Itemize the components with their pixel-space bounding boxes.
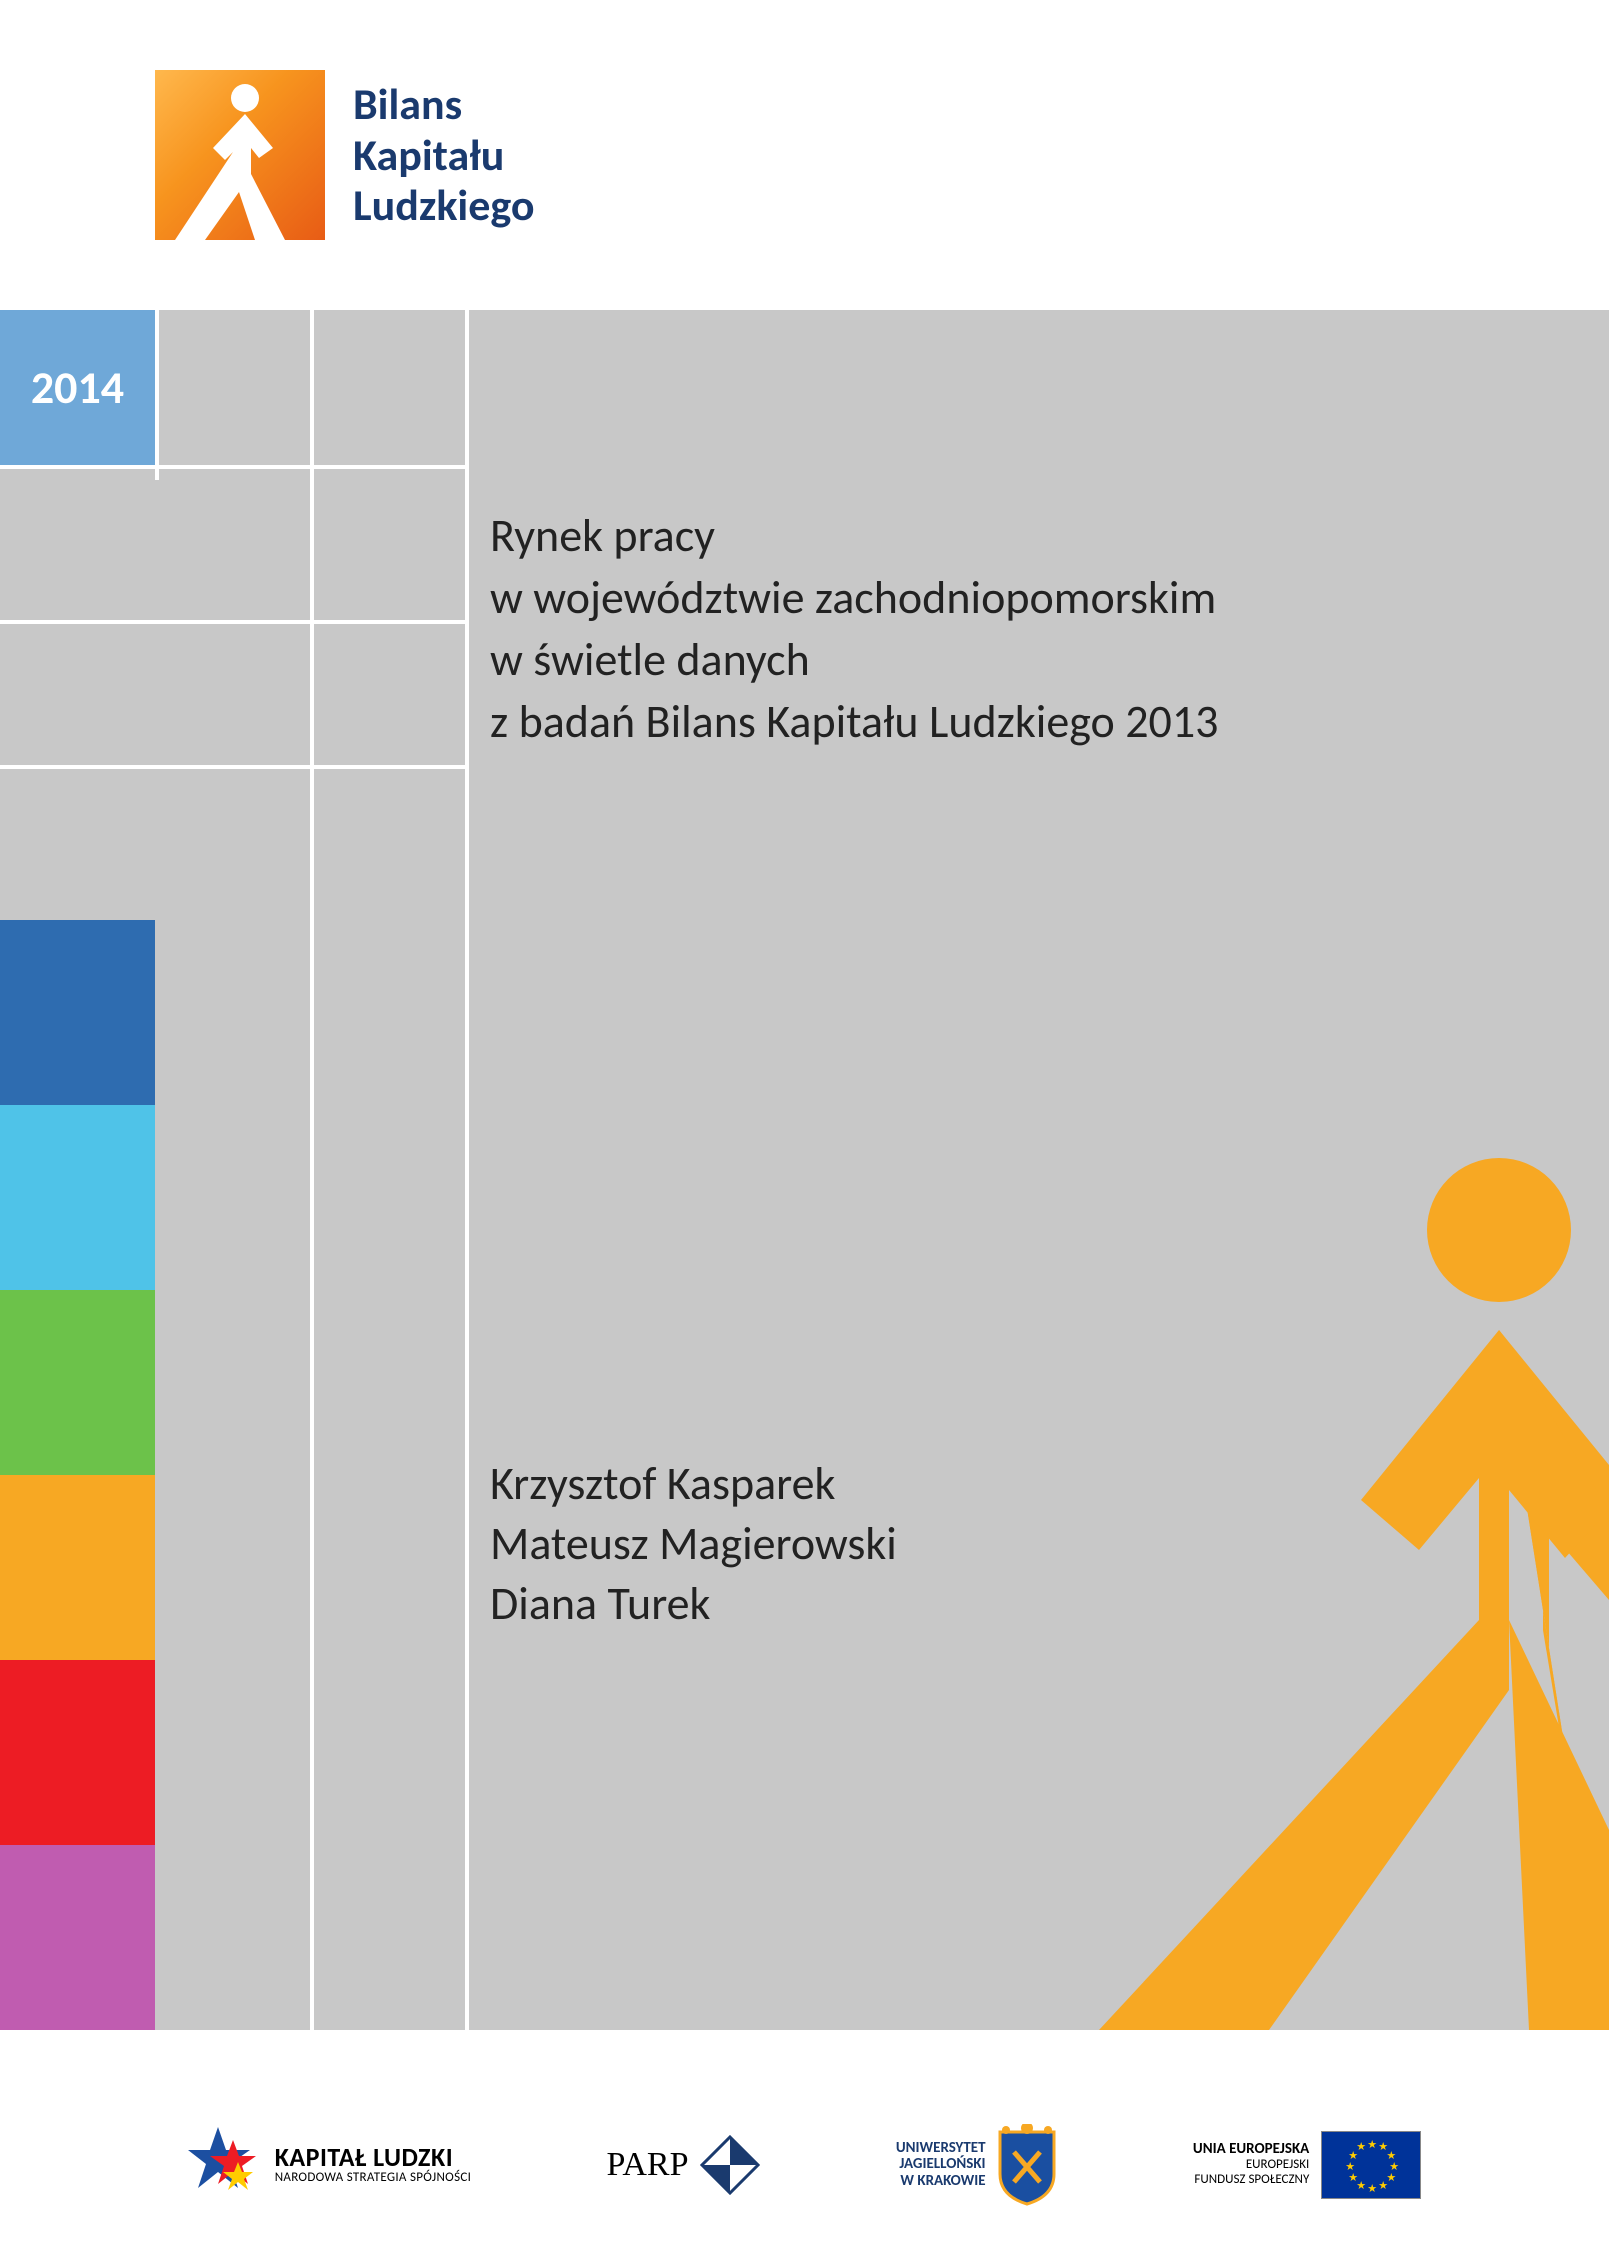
eu-star-icon: ★ [1378, 2179, 1388, 2192]
logo-line-3: Ludzkiego [353, 180, 534, 231]
sidebar-color-orange [0, 1475, 155, 1660]
report-title: Rynek pracy w województwie zachodniopomo… [490, 505, 1218, 753]
eu-line: FUNDUSZ SPOŁECZNY [1193, 2173, 1309, 2188]
uj-text: UNIWERSYTET JAGIELLOŃSKI W KRAKOWIE [896, 2140, 986, 2190]
eu-flag-icon: ★★★★★★★★★★★★ [1321, 2131, 1421, 2199]
gridline [310, 310, 314, 2030]
sidebar-color-blue-light [0, 1105, 155, 1290]
gridline [465, 310, 469, 2030]
footer-logos-row: KAPITAŁ LUDZKI NARODOWA STRATEGIA SPÓJNO… [0, 2122, 1609, 2207]
eu-star-icon: ★ [1356, 2140, 1366, 2153]
eu-logo: UNIA EUROPEJSKA EUROPEJSKI FUNDUSZ SPOŁE… [1193, 2131, 1421, 2199]
title-line: w świetle danych [490, 629, 1218, 691]
sidebar-color-blue-dark [0, 920, 155, 1105]
gridline [0, 465, 465, 469]
uj-logo: UNIWERSYTET JAGIELLOŃSKI W KRAKOWIE [896, 2124, 1058, 2206]
bkl-logo-icon [155, 70, 325, 240]
title-line: z badań Bilans Kapitału Ludzkiego 2013 [490, 691, 1218, 753]
eu-line: EUROPEJSKI [1193, 2158, 1309, 2173]
title-line: w województwie zachodniopomorskim [490, 567, 1218, 629]
parp-label: PARP [607, 2146, 689, 2184]
year-badge: 2014 [0, 310, 155, 465]
gridline [0, 620, 465, 624]
bkl-logo-text: Bilans Kapitału Ludzkiego [353, 79, 534, 231]
uj-line: W KRAKOWIE [896, 2173, 986, 2190]
gridline [155, 310, 159, 480]
logo-line-2: Kapitału [353, 130, 534, 181]
title-line: Rynek pracy [490, 505, 1218, 567]
eu-text: UNIA EUROPEJSKA EUROPEJSKI FUNDUSZ SPOŁE… [1193, 2141, 1309, 2188]
year-label: 2014 [31, 360, 124, 416]
gridline [0, 765, 465, 769]
author-name: Diana Turek [490, 1575, 897, 1635]
sidebar-color-magenta [0, 1845, 155, 2030]
author-name: Krzysztof Kasparek [490, 1455, 897, 1515]
kl-subtitle: NARODOWA STRATEGIA SPÓJNOŚCI [275, 2171, 471, 2185]
eu-star-icon: ★ [1367, 2182, 1377, 2195]
author-name: Mateusz Magierowski [490, 1515, 897, 1575]
eu-star-icon: ★ [1367, 2138, 1377, 2151]
authors-block: Krzysztof Kasparek Mateusz Magierowski D… [490, 1455, 897, 1634]
uj-shield-icon [996, 2124, 1058, 2206]
kapital-ludzki-star-icon [188, 2122, 263, 2207]
logo-line-1: Bilans [353, 79, 534, 130]
parp-logo: PARP [607, 2135, 761, 2195]
uj-line: JAGIELLOŃSKI [896, 2156, 986, 2173]
eu-line: UNIA EUROPEJSKA [1193, 2141, 1309, 2158]
kl-title: KAPITAŁ LUDZKI [275, 2144, 471, 2171]
kapital-ludzki-logo: KAPITAŁ LUDZKI NARODOWA STRATEGIA SPÓJNO… [188, 2122, 471, 2207]
kapital-ludzki-text: KAPITAŁ LUDZKI NARODOWA STRATEGIA SPÓJNO… [275, 2144, 471, 2185]
sidebar-color-red [0, 1660, 155, 1845]
sidebar-color-green [0, 1290, 155, 1475]
uj-line: UNIWERSYTET [896, 2140, 986, 2157]
header-logo-block: Bilans Kapitału Ludzkiego [155, 70, 534, 240]
parp-diamond-icon [700, 2135, 760, 2195]
